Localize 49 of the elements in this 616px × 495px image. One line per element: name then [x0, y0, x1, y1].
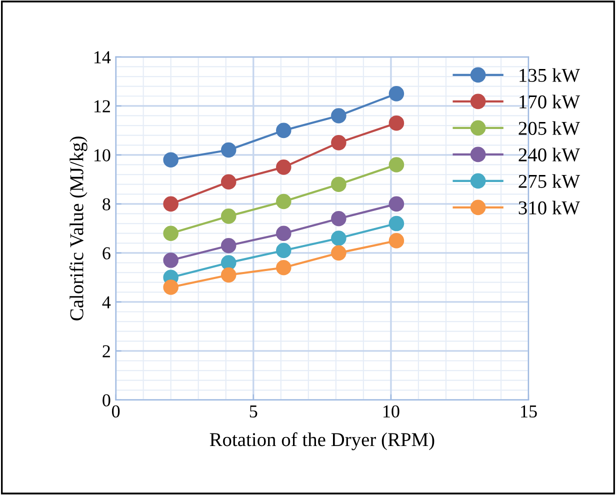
point: [276, 242, 292, 258]
point: [388, 157, 404, 172]
y-axis-title: Calorific Value (MJ/kg): [69, 136, 88, 320]
point: [220, 255, 236, 270]
y-tick-label: 14: [94, 51, 111, 64]
point: [331, 230, 346, 246]
point: [276, 226, 292, 241]
point: [220, 238, 236, 254]
legend-label: 310 kW: [518, 200, 580, 215]
point: [331, 176, 346, 192]
point: [163, 196, 178, 212]
legend-label: 205 kW: [518, 121, 580, 136]
point: [388, 216, 404, 232]
point: [220, 267, 236, 283]
y-tick-label: 10: [94, 149, 110, 162]
legend-label: 170 kW: [520, 94, 580, 109]
point: [388, 196, 404, 212]
y-tick-label: 0: [102, 394, 110, 406]
point: [163, 226, 178, 241]
point: [276, 260, 292, 276]
point: [331, 135, 346, 150]
point: [331, 245, 346, 261]
x-tick-label: 10: [384, 405, 400, 418]
point: [388, 115, 404, 131]
point: [276, 194, 292, 210]
y-tick-label: 8: [102, 198, 110, 210]
x-axis-title: Rotation of the Dryer (RPM): [210, 432, 434, 450]
point: [220, 174, 236, 190]
point: [220, 208, 236, 224]
y-tick-label: 2: [102, 345, 110, 358]
x-tick-label: 5: [250, 406, 258, 418]
y-tick-label: 12: [94, 100, 110, 112]
legend-label: 240 kW: [518, 148, 580, 162]
point: [163, 152, 178, 168]
legend-label: 275 kW: [518, 174, 580, 188]
point: [220, 142, 236, 158]
point: [388, 86, 404, 102]
y-tick-label: 4: [102, 296, 111, 308]
point: [331, 108, 346, 124]
point: [163, 252, 178, 268]
point: [388, 233, 404, 248]
point: [163, 280, 178, 295]
x-tick-label: 15: [521, 405, 537, 418]
y-tick-label: 6: [102, 247, 110, 260]
point: [276, 160, 292, 175]
point: [331, 211, 346, 226]
x-tick-label: 0: [112, 405, 120, 418]
legend-label: 135 kW: [520, 68, 580, 82]
point: [276, 122, 292, 138]
